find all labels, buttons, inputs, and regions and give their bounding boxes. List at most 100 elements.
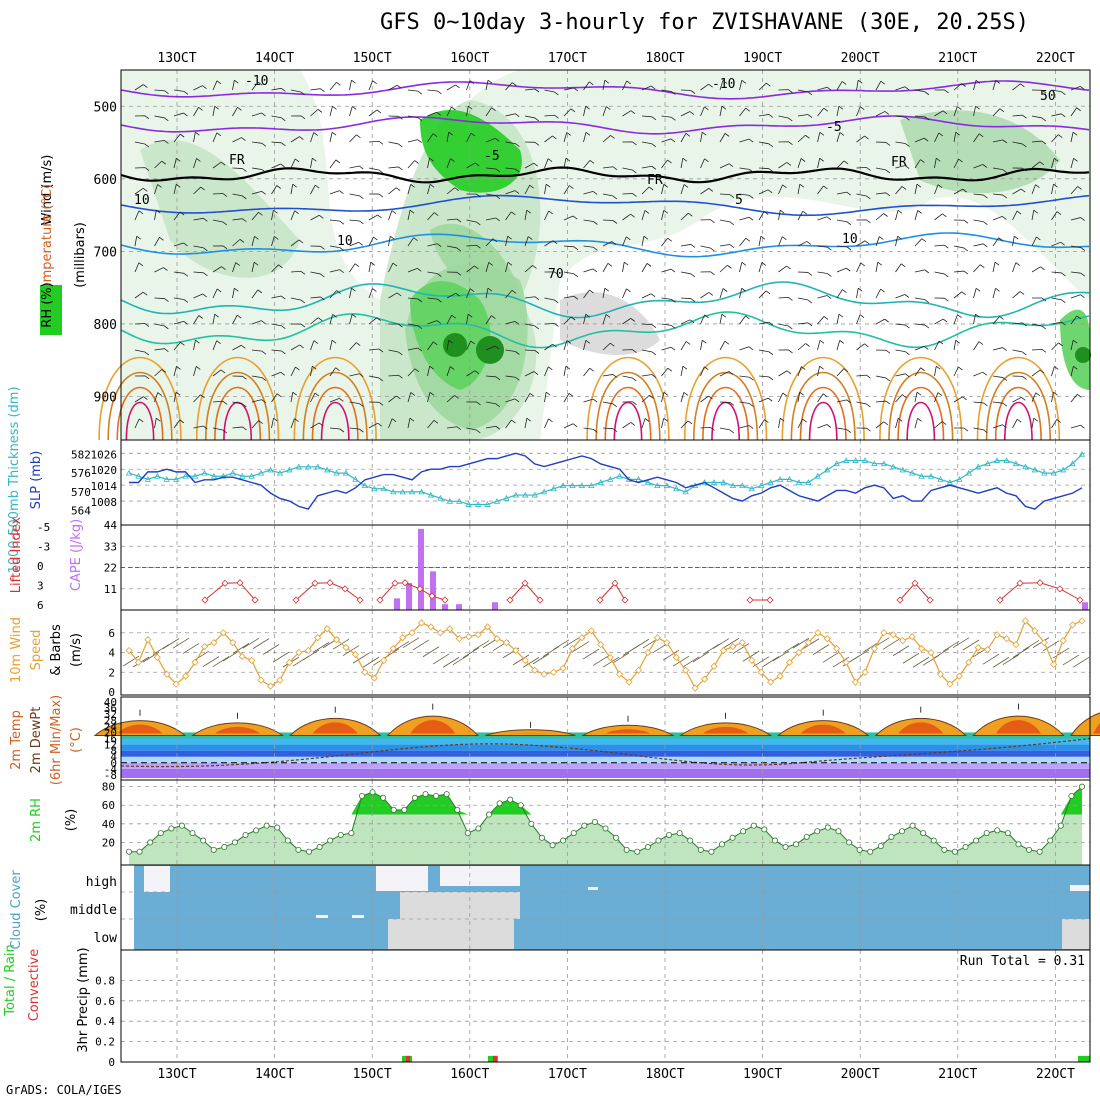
wind-barb-10m — [402, 637, 420, 649]
temp-band — [121, 756, 1090, 763]
wind-barb — [758, 141, 774, 148]
wind-barb — [817, 131, 825, 143]
wind-barb — [544, 271, 559, 276]
rh-shade-region — [420, 110, 522, 193]
thickness-line-marker — [493, 497, 501, 504]
wind-barb — [680, 319, 695, 325]
thickness-line-marker — [918, 472, 925, 479]
wind-barb — [622, 236, 631, 247]
wind-barb-10m — [962, 639, 980, 651]
wind-barb — [914, 159, 925, 169]
wind-barb — [134, 84, 148, 91]
wind-barb — [290, 115, 306, 120]
wind-barb — [758, 82, 771, 91]
wind-barb — [1012, 262, 1021, 273]
temp-tick: 36 — [104, 702, 117, 715]
wind-barb — [622, 141, 637, 146]
wind-barb — [251, 141, 267, 147]
wind-barb-10m — [732, 643, 750, 654]
thickness-line-marker — [635, 476, 642, 482]
wind-barb-10m — [612, 652, 630, 664]
temp-arch-contour — [692, 371, 759, 441]
wind-barb — [895, 349, 910, 355]
temp-arch-contour — [586, 356, 670, 441]
wind-barb — [934, 365, 941, 377]
wind-barb — [992, 139, 1008, 144]
wind-speed-line-marker — [833, 644, 841, 653]
wind-barb — [856, 240, 870, 247]
thickness-line-marker — [758, 482, 765, 489]
wind-barb — [895, 141, 910, 147]
wind-barb — [485, 217, 501, 222]
wind-barb-10m — [682, 656, 700, 668]
wind-barb — [251, 212, 263, 221]
wind-barb — [212, 161, 226, 169]
rh-line-marker — [136, 848, 143, 855]
rh-line-marker — [496, 800, 503, 807]
wind-barb — [466, 427, 481, 434]
wind-speed-line-marker — [1059, 637, 1067, 645]
wind-barb — [661, 138, 676, 143]
rh-line-marker — [793, 841, 800, 848]
wind-barb-10m — [1042, 640, 1060, 652]
wind-barb — [661, 346, 676, 351]
wind-barb — [193, 366, 201, 377]
wind-barb — [817, 393, 828, 403]
wind-barb-10m — [692, 651, 710, 663]
rh-line-marker — [253, 827, 260, 834]
top-date-label: 18OCT — [645, 51, 684, 66]
wind-axis-label-4: (m/s) — [69, 633, 84, 667]
wind-barb — [758, 211, 769, 221]
wind-speed-line-marker — [785, 658, 794, 666]
wind-barb — [583, 81, 594, 91]
wind-speed-line-marker — [908, 633, 916, 641]
wind-speed-line-marker — [955, 672, 963, 680]
rh-line-marker — [1015, 841, 1022, 848]
rh-line-marker — [1057, 822, 1064, 829]
wind-barb — [271, 141, 286, 147]
wind-barb — [934, 271, 949, 278]
wind-speed-line-marker — [974, 643, 982, 652]
thickness-line-marker — [323, 466, 331, 473]
wind-speed-line-marker — [389, 644, 397, 653]
wind-barb — [1031, 209, 1038, 221]
wind-barb — [1070, 86, 1085, 91]
wind-speed-line-marker — [936, 670, 945, 678]
wind-barb — [329, 397, 344, 403]
wind-barb — [1012, 83, 1025, 91]
wind-barb — [407, 115, 423, 121]
rh-line-marker — [517, 802, 524, 809]
rh-line-marker — [274, 824, 281, 831]
wind-speed-line-marker — [153, 653, 161, 662]
thickness-tick: 564 — [71, 505, 91, 518]
wind-barb — [992, 216, 1007, 221]
thickness-line-marker — [1078, 450, 1086, 457]
contour-label: -5 — [826, 120, 842, 135]
wind-barb — [934, 297, 949, 302]
thickness-line-marker — [644, 479, 652, 485]
wind-barb — [875, 167, 891, 174]
wind-barb — [134, 141, 150, 148]
thickness-line-marker — [210, 472, 218, 479]
wind-barb — [700, 339, 707, 351]
wind-speed-line-marker — [634, 666, 643, 674]
temp-band — [121, 750, 1090, 757]
wind-barb — [466, 105, 473, 117]
rh-line-marker — [941, 846, 948, 853]
rh-line-marker — [909, 822, 916, 829]
slp-tick: 1008 — [91, 496, 118, 509]
wind-barb — [856, 287, 863, 299]
wind-barb — [875, 192, 891, 197]
rh-line-marker — [284, 837, 291, 844]
wind-barb — [1051, 158, 1059, 169]
wind-barb — [973, 288, 981, 299]
wind-barb-10m — [762, 656, 780, 667]
wind-barb — [427, 184, 435, 195]
wind-barb — [778, 115, 793, 122]
wind-barb-10m — [772, 650, 790, 662]
wind-barb — [895, 210, 903, 221]
wind-barb — [485, 167, 501, 173]
rh-line-marker — [877, 843, 884, 850]
wind-speed-line-marker — [851, 678, 860, 686]
wind-barb — [212, 313, 219, 325]
